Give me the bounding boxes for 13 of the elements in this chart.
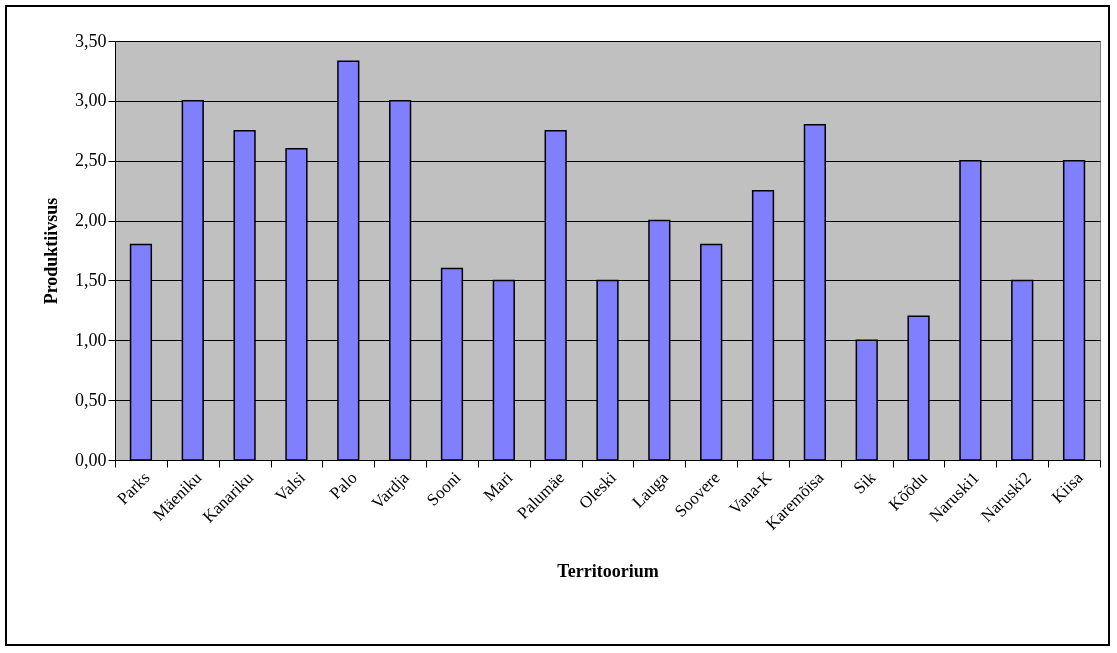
y-tick-label: 3,00 (75, 90, 107, 111)
x-tick-label: Sik (849, 467, 880, 498)
y-axis-title: Produktiivsus (41, 197, 61, 305)
y-tick-label: 1,50 (75, 269, 107, 290)
y-tick-label: 0,00 (75, 449, 107, 470)
x-tick-label: Valsi (271, 467, 310, 506)
y-tick-label: 2,50 (75, 150, 107, 171)
y-tick-label: 0,50 (75, 389, 107, 410)
y-tick-label: 1,00 (75, 329, 107, 350)
y-tick-label: 3,50 (75, 30, 107, 51)
x-tick-label: Palo (326, 468, 361, 503)
x-axis-title: Territoorium (557, 560, 659, 581)
y-tick-label: 2,00 (75, 210, 107, 231)
